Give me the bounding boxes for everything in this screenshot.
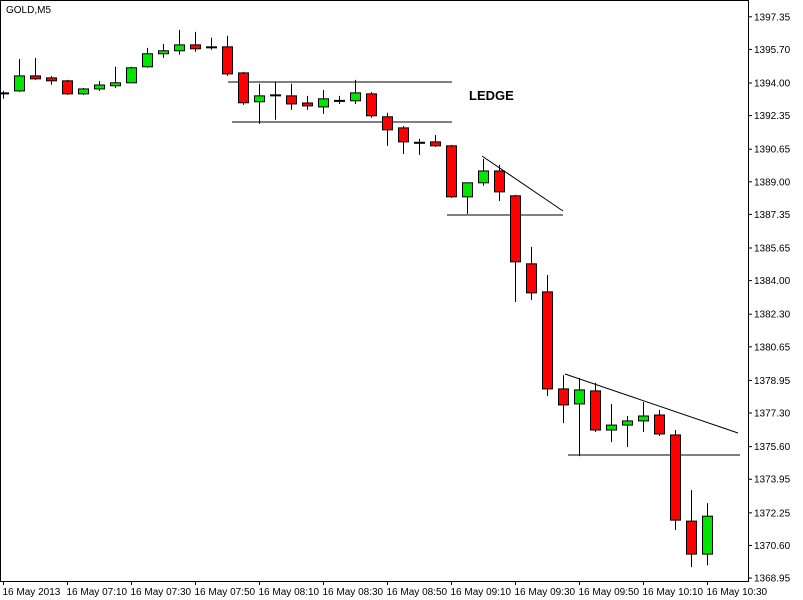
x-tick-label: 16 May 07:10: [67, 587, 128, 598]
y-tick-label: 1380.65: [754, 342, 791, 353]
candle-body: [206, 46, 217, 49]
x-tick-label: 16 May 08:30: [323, 587, 384, 598]
candle-body: [286, 95, 297, 105]
candle-body: [494, 170, 505, 193]
candle-body: [254, 95, 265, 103]
candle-body: [510, 195, 521, 263]
candle-body: [62, 80, 73, 95]
x-tick-label: 16 May 09:50: [579, 587, 640, 598]
candle-body: [174, 44, 185, 52]
y-tick-label: 1382.30: [754, 310, 791, 321]
y-tick-label: 1377.30: [754, 409, 791, 420]
candle-body: [30, 75, 41, 80]
x-tick-label: 16 May 10:30: [707, 587, 768, 598]
candle-body: [190, 44, 201, 50]
annotation: LEDGE: [469, 88, 514, 103]
candle-body: [46, 77, 57, 82]
chart-title: GOLD,M5: [6, 5, 51, 16]
candle-body: [334, 99, 345, 102]
y-tick-label: 1373.95: [754, 475, 791, 486]
candle-body: [142, 53, 153, 68]
candle-body: [590, 390, 601, 431]
x-tick-label: 16 May 07:30: [131, 587, 192, 598]
y-tick-label: 1375.60: [754, 442, 791, 453]
candle-body: [526, 263, 537, 294]
y-tick-label: 1392.35: [754, 111, 791, 122]
candle-body: [0, 92, 9, 95]
candle-body: [686, 520, 697, 555]
candle-body: [606, 424, 617, 431]
x-tick-label: 16 May 07:50: [195, 587, 256, 598]
candle-body: [126, 67, 137, 84]
y-tick-label: 1378.95: [754, 376, 791, 387]
y-tick-label: 1384.00: [754, 276, 791, 287]
candle-body: [542, 291, 553, 390]
candle-body: [270, 94, 281, 97]
y-tick-label: 1372.25: [754, 508, 791, 519]
y-tick-label: 1395.70: [754, 45, 791, 56]
y-tick-label: 1385.65: [754, 244, 791, 255]
x-tick-label: 16 May 2013: [3, 587, 61, 598]
candle-body: [478, 170, 489, 184]
plot-frame: [0, 0, 749, 582]
candle-body: [638, 415, 649, 422]
trend-line: [564, 373, 739, 434]
candle-body: [302, 102, 313, 107]
candle-body: [94, 84, 105, 90]
candle-body: [158, 50, 169, 55]
candle-body: [382, 116, 393, 131]
candle-body: [238, 72, 249, 104]
y-tick-label: 1394.00: [754, 79, 791, 90]
candle-body: [14, 75, 25, 92]
y-tick-label: 1397.35: [754, 12, 791, 23]
candle-body: [558, 388, 569, 406]
y-tick-label: 1389.00: [754, 177, 791, 188]
candle-body: [78, 88, 89, 95]
y-tick-label: 1387.35: [754, 210, 791, 221]
candle-body: [398, 127, 409, 143]
y-tick-label: 1390.65: [754, 145, 791, 156]
y-tick-label: 1368.95: [754, 574, 791, 585]
candle-body: [350, 92, 361, 102]
candle-body: [366, 93, 377, 117]
candle-body: [110, 82, 121, 87]
trend-line: [481, 155, 564, 212]
x-tick-label: 16 May 10:10: [643, 587, 704, 598]
candle-body: [574, 389, 585, 405]
candle-body: [414, 141, 425, 144]
candle-body: [462, 182, 473, 198]
candle-body: [654, 414, 665, 435]
candle-body: [702, 515, 713, 555]
candle-body: [222, 46, 233, 75]
x-tick-label: 16 May 08:50: [387, 587, 448, 598]
trend-lines: [228, 81, 740, 456]
x-tick-label: 16 May 09:30: [515, 587, 576, 598]
candle-body: [318, 98, 329, 108]
x-tick-label: 16 May 09:10: [451, 587, 512, 598]
candle-body: [446, 145, 457, 198]
candle-body: [430, 141, 441, 147]
candle-body: [670, 434, 681, 521]
x-tick-label: 16 May 08:10: [259, 587, 320, 598]
y-tick-label: 1370.60: [754, 541, 791, 552]
candle-body: [622, 420, 633, 426]
